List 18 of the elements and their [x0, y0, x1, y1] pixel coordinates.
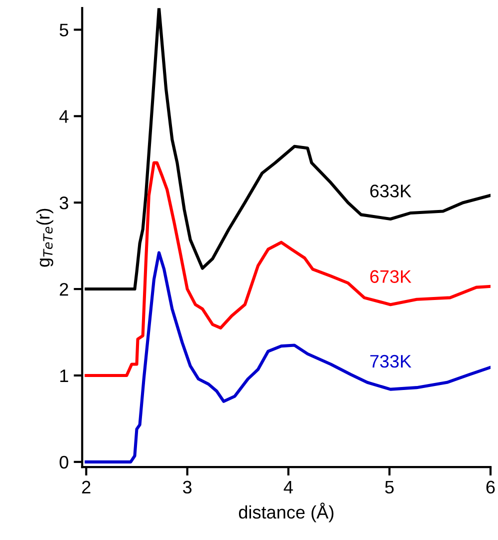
x-tick-label: 2 — [82, 480, 90, 494]
series-label: 633K — [370, 184, 412, 198]
y-tick-label: 3 — [60, 196, 68, 210]
y-tick-label: 5 — [60, 24, 68, 36]
line-series — [84, 251, 491, 464]
series-label: 733K — [370, 354, 412, 368]
y-tick-label: 1 — [60, 370, 68, 382]
line-series — [84, 161, 491, 378]
y-axis-title: g$_{TeTe}$(r) — [36, 208, 54, 267]
y-tick-label: 2 — [60, 282, 68, 296]
y-tick-label: 4 — [59, 110, 68, 123]
y-tick-label: 0 — [60, 456, 68, 469]
x-axis-title: distance (Å) — [238, 502, 334, 522]
series-label: 673K — [370, 270, 412, 283]
x-tick-label: 5 — [385, 480, 394, 494]
x-tick-label: 6 — [486, 480, 495, 494]
x-tick-label: 4 — [284, 480, 293, 494]
x-tick-label: 3 — [182, 480, 192, 494]
